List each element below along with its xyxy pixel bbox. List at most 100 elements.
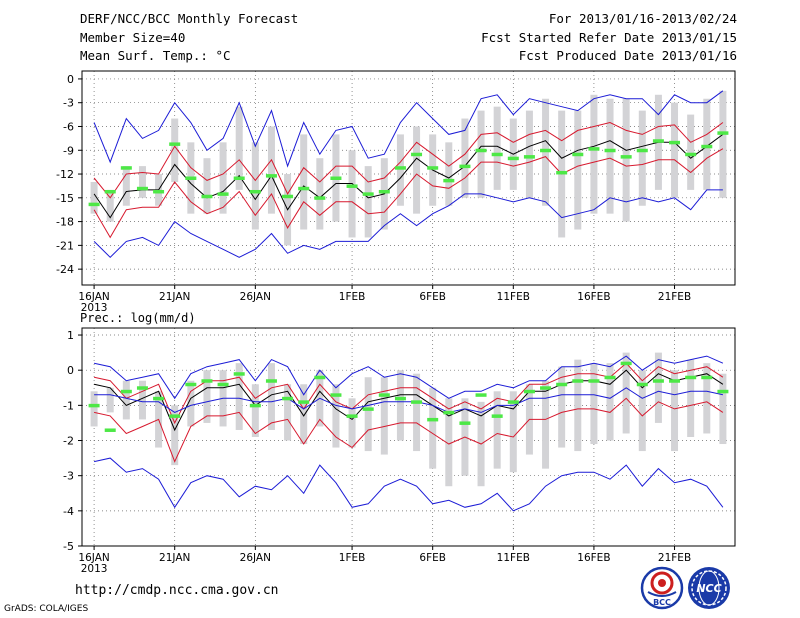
- ensemble-box: [90, 391, 98, 427]
- observed-marker: [104, 428, 116, 432]
- x-tick-label: 6FEB: [419, 552, 446, 564]
- observed-marker: [249, 189, 261, 194]
- ensemble-box: [719, 373, 727, 445]
- x-tick-label: 11FEB: [497, 291, 530, 303]
- ensemble-box: [203, 158, 211, 214]
- x-year-label: 2013: [81, 563, 108, 575]
- ensemble-box: [122, 166, 130, 206]
- ensemble-box: [622, 352, 630, 434]
- observed-marker: [717, 389, 729, 394]
- ensemble-box: [477, 110, 485, 198]
- observed-marker: [120, 389, 132, 394]
- ensemble-box: [413, 373, 421, 452]
- observed-marker: [362, 407, 374, 411]
- ensemble-box: [719, 90, 727, 198]
- ensemble-box: [396, 370, 404, 441]
- series-envelope-line: [93, 90, 724, 168]
- observed-marker: [636, 382, 648, 387]
- source-url[interactable]: http://cmdp.ncc.cma.gov.cn: [75, 583, 279, 598]
- ensemble-box: [235, 363, 243, 430]
- ensemble-box: [671, 102, 679, 198]
- ensemble-box: [461, 118, 469, 198]
- observed-marker: [265, 174, 277, 178]
- observed-marker: [572, 152, 584, 157]
- ensemble-box: [493, 391, 501, 469]
- y-tick-label: -2: [63, 435, 74, 448]
- y-tick-label: -4: [63, 505, 74, 518]
- series-envelope-line: [93, 355, 724, 400]
- ensemble-box: [445, 142, 453, 206]
- observed-marker: [636, 148, 648, 153]
- observed-marker: [443, 410, 455, 415]
- y-tick-label: -21: [56, 239, 74, 252]
- observed-marker: [459, 421, 471, 425]
- observed-marker: [588, 147, 600, 151]
- observed-marker: [475, 148, 487, 153]
- ensemble-box: [138, 380, 146, 420]
- y-tick-label: -9: [63, 144, 74, 157]
- ensemble-box: [364, 166, 372, 238]
- observed-marker: [701, 375, 713, 380]
- observed-marker: [233, 176, 245, 180]
- series-spread-line: [93, 148, 724, 239]
- observed-marker: [330, 176, 342, 180]
- ensemble-box: [429, 387, 437, 469]
- observed-marker: [685, 375, 697, 380]
- observed-marker: [507, 400, 519, 404]
- ensemble-box: [703, 363, 711, 434]
- observed-marker: [540, 148, 552, 153]
- observed-marker: [685, 152, 697, 157]
- x-tick-label: 16JAN: [78, 552, 109, 564]
- observed-marker: [523, 389, 535, 394]
- observed-marker: [169, 414, 181, 418]
- ensemble-box: [574, 359, 582, 452]
- y-tick-label: -6: [63, 120, 74, 133]
- observed-marker: [427, 166, 439, 170]
- observed-marker: [249, 403, 261, 408]
- observed-marker: [185, 382, 197, 387]
- observed-marker: [282, 396, 294, 401]
- observed-marker: [411, 400, 423, 404]
- observed-marker: [491, 152, 503, 157]
- ensemble-box: [348, 150, 356, 238]
- forecast-period: For 2013/01/16-2013/02/24: [548, 11, 737, 26]
- y-tick-label: -12: [56, 168, 74, 181]
- observed-marker: [652, 139, 664, 143]
- y-tick-label: 0: [67, 364, 74, 377]
- x-tick-label: 26JAN: [240, 291, 271, 303]
- observed-marker: [298, 400, 310, 404]
- observed-marker: [201, 379, 213, 383]
- precipitation-panel: 1 0 -1 -2 -3 -4 -5 16JAN 21JAN 26JAN 1FEB 6FEB 11FEB…: [63, 327, 736, 575]
- ensemble-box: [445, 398, 453, 487]
- observed-marker: [701, 144, 713, 149]
- x-tick-label: 21JAN: [159, 291, 190, 303]
- grads-credit: GrADS: COLA/IGES: [4, 604, 89, 614]
- ensemble-box: [316, 158, 324, 230]
- ensemble-box: [380, 377, 388, 455]
- observed-marker: [620, 361, 632, 366]
- observed-marker: [298, 186, 310, 191]
- series-spread-line: [93, 121, 724, 199]
- plot-frame: [81, 70, 736, 286]
- x-tick-label: 16JAN: [78, 291, 109, 303]
- member-size: Member Size=40: [80, 30, 186, 45]
- x-tick-label: 21FEB: [658, 552, 691, 564]
- y-tick-label: -18: [56, 216, 74, 229]
- observed-marker: [330, 393, 342, 397]
- ncc-logo-text: NCC: [696, 582, 721, 595]
- ensemble-box: [687, 114, 695, 190]
- observed-marker: [491, 414, 503, 418]
- ensemble-box: [558, 366, 566, 448]
- observed-marker: [136, 186, 148, 191]
- ensemble-box: [122, 380, 130, 420]
- ensemble-box: [606, 98, 614, 214]
- ensemble-box: [90, 181, 98, 214]
- observed-marker: [411, 152, 423, 157]
- observed-marker: [669, 379, 681, 383]
- observed-marker: [378, 189, 390, 194]
- observed-marker: [153, 189, 165, 194]
- ensemble-box: [671, 370, 679, 452]
- observed-marker: [427, 417, 439, 422]
- ensemble-box: [493, 106, 501, 190]
